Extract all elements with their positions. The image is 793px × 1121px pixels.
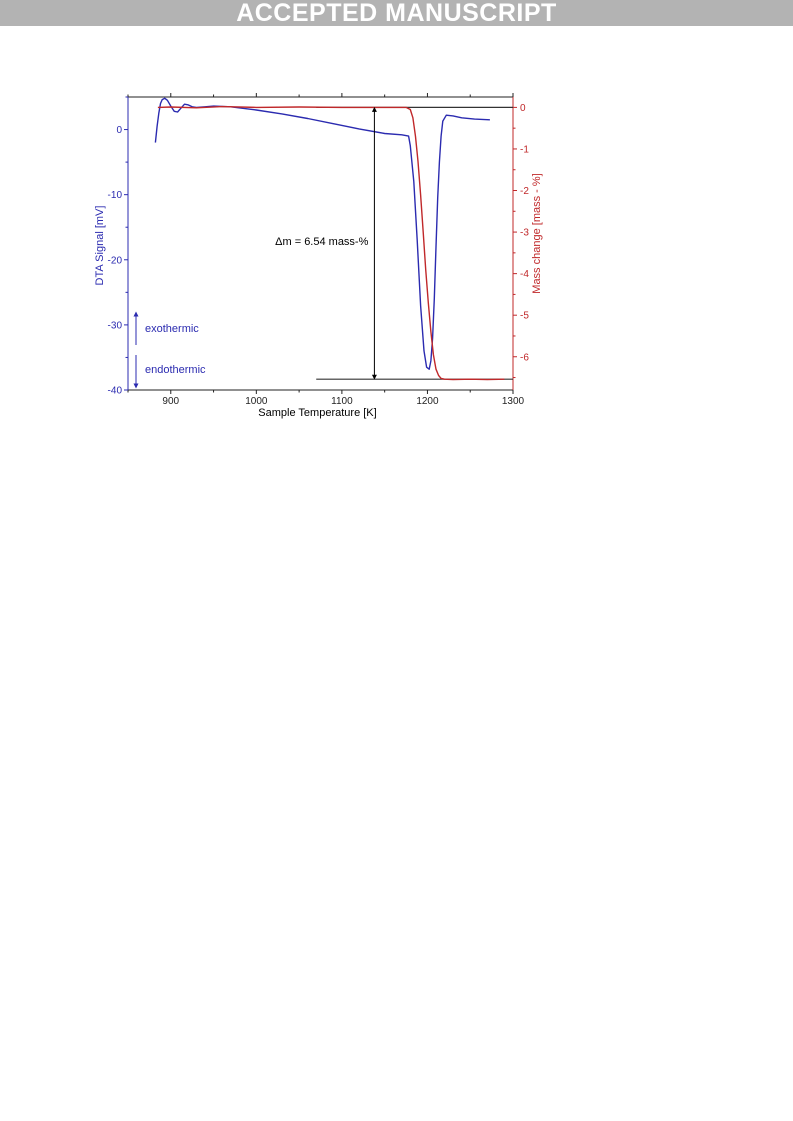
x-tick-label: 900 bbox=[162, 396, 179, 407]
x-tick-label: 1200 bbox=[416, 396, 439, 407]
x-tick-label: 1100 bbox=[331, 396, 353, 407]
y-left-tick-label: -30 bbox=[108, 320, 123, 331]
y-left-tick-label: -10 bbox=[108, 190, 123, 201]
y-right-tick-label: -4 bbox=[520, 269, 529, 280]
y-left-axis-label: DTA Signal [mV] bbox=[94, 206, 106, 286]
y-left-tick-label: -20 bbox=[108, 255, 123, 266]
x-axis-label: Sample Temperature [K] bbox=[258, 407, 376, 419]
endothermic-label: endothermic bbox=[145, 364, 206, 376]
y-left-tick-label: 0 bbox=[116, 125, 122, 136]
delta-m-annotation: Δm = 6.54 mass-% bbox=[275, 236, 368, 248]
x-tick-label: 1000 bbox=[245, 396, 268, 407]
y-right-tick-label: 0 bbox=[520, 103, 526, 114]
y-right-tick-label: -1 bbox=[520, 144, 529, 155]
x-tick-label: 1300 bbox=[502, 396, 525, 407]
y-right-tick-label: -5 bbox=[520, 311, 529, 322]
accepted-manuscript-banner: ACCEPTED MANUSCRIPT bbox=[0, 0, 793, 26]
y-right-tick-label: -3 bbox=[520, 228, 529, 239]
y-right-axis-label: Mass change [mass - %] bbox=[531, 173, 543, 293]
y-right-tick-label: -6 bbox=[520, 352, 529, 363]
dta-mass-change-chart: 900 1000 1100 1200 1300 0 -10 -20 -30 -40 0 -1 -2 -3 -… bbox=[94, 93, 543, 419]
y-right-tick-label: -2 bbox=[520, 186, 529, 197]
dta-signal-line bbox=[154, 97, 490, 370]
exothermic-label: exothermic bbox=[145, 323, 199, 335]
mass-change-line bbox=[157, 105, 505, 381]
y-left-tick-label: -40 bbox=[108, 386, 123, 397]
